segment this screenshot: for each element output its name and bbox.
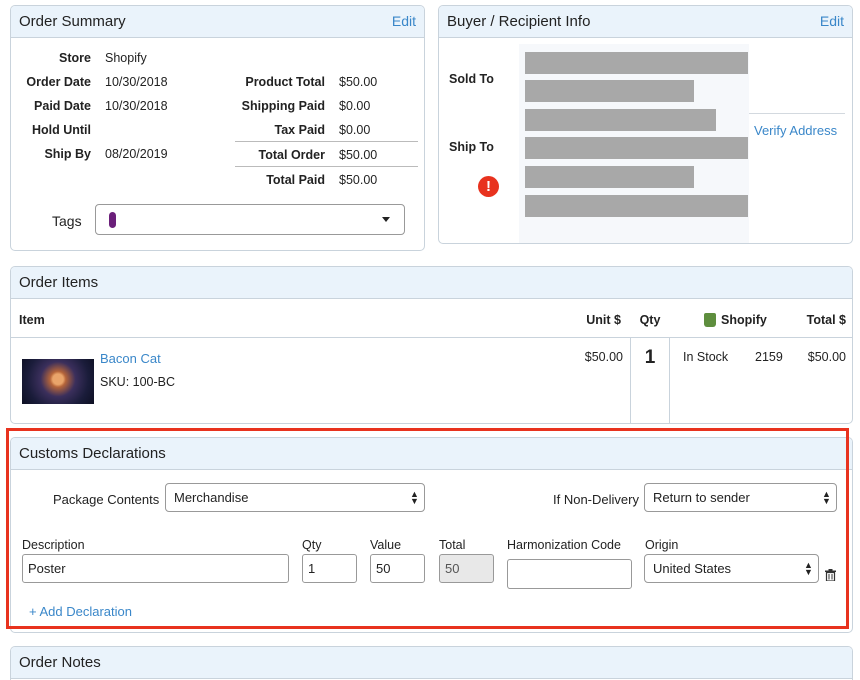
buyer-edit-link[interactable]: Edit bbox=[819, 13, 844, 29]
qty-col-label: Qty bbox=[302, 538, 322, 552]
tax-paid-value: $0.00 bbox=[339, 123, 371, 137]
paid-date-label: Paid Date bbox=[34, 99, 91, 113]
vertical-divider bbox=[630, 337, 631, 423]
order-date-label: Order Date bbox=[26, 75, 91, 89]
total-col-label: Total bbox=[439, 538, 466, 552]
total-paid-label: Total Paid bbox=[266, 173, 325, 187]
shipping-paid-label: Shipping Paid bbox=[241, 99, 325, 113]
product-total-label: Product Total bbox=[245, 75, 325, 89]
totals-divider bbox=[235, 166, 418, 167]
alert-icon: ! bbox=[478, 176, 499, 197]
order-summary-edit-link[interactable]: Edit bbox=[391, 13, 416, 29]
total-paid-value: $50.00 bbox=[339, 173, 378, 187]
paid-date-value: 10/30/2018 bbox=[105, 99, 168, 113]
shopify-bag-icon bbox=[704, 313, 716, 327]
redacted-line bbox=[525, 109, 716, 131]
trash-icon[interactable] bbox=[825, 569, 836, 582]
qty-input[interactable]: 1 bbox=[302, 554, 357, 583]
non-delivery-value: Return to sender bbox=[653, 490, 750, 505]
total-order-label: Total Order bbox=[258, 148, 325, 162]
store-value: Shopify bbox=[105, 51, 147, 65]
customs-header: Customs Declarations bbox=[11, 438, 852, 470]
redacted-line bbox=[525, 52, 748, 74]
chevron-down-icon bbox=[382, 217, 390, 222]
buyer-panel: Buyer / Recipient Info Edit Sold To Ship… bbox=[438, 5, 853, 244]
hold-until-label: Hold Until bbox=[31, 123, 91, 137]
updown-arrows-icon: ▲ ▼ bbox=[410, 489, 419, 506]
origin-col-label: Origin bbox=[645, 538, 679, 552]
item-qty: 1 bbox=[644, 347, 656, 368]
store-label: Store bbox=[59, 51, 91, 65]
product-thumbnail[interactable] bbox=[22, 359, 94, 404]
tax-paid-label: Tax Paid bbox=[274, 123, 325, 137]
updown-arrows-icon: ▲ ▼ bbox=[804, 560, 813, 577]
col-header-unit: Unit $ bbox=[586, 313, 621, 327]
order-items-title: Order Items bbox=[19, 274, 99, 291]
customs-highlight-frame bbox=[6, 428, 849, 629]
totals-divider bbox=[235, 141, 418, 142]
description-input[interactable]: Poster bbox=[22, 554, 289, 583]
updown-arrows-icon: ▲ ▼ bbox=[822, 489, 831, 506]
description-col-label: Description bbox=[22, 538, 85, 552]
non-delivery-label: If Non-Delivery bbox=[553, 492, 639, 507]
order-summary-header: Order Summary Edit bbox=[11, 6, 424, 38]
order-notes-title: Order Notes bbox=[19, 654, 101, 671]
redacted-line bbox=[525, 80, 694, 102]
vertical-divider bbox=[669, 337, 670, 423]
ship-by-label: Ship By bbox=[44, 147, 91, 161]
sold-to-label: Sold To bbox=[449, 72, 494, 86]
ship-by-value: 08/20/2019 bbox=[105, 147, 168, 161]
total-order-value: $50.00 bbox=[339, 148, 378, 162]
tags-select[interactable] bbox=[95, 204, 405, 235]
harmonization-code-input[interactable] bbox=[507, 559, 632, 589]
origin-select[interactable]: United States ▲ ▼ bbox=[644, 554, 819, 583]
shipping-paid-value: $0.00 bbox=[339, 99, 371, 113]
ship-to-label: Ship To bbox=[449, 140, 494, 154]
tags-label: Tags bbox=[52, 213, 82, 229]
order-items-panel: Order Items Item Unit $ Qty Shopify Tota… bbox=[10, 266, 853, 424]
store-quantity: 2159 bbox=[755, 350, 783, 364]
package-contents-select[interactable]: Merchandise ▲ ▼ bbox=[165, 483, 425, 512]
redacted-line bbox=[525, 137, 748, 159]
redacted-line bbox=[525, 166, 694, 188]
items-header-divider bbox=[11, 337, 852, 338]
hcode-col-label: Harmonization Code bbox=[507, 538, 621, 552]
unit-price: $50.00 bbox=[584, 350, 623, 364]
col-header-shopify: Shopify bbox=[721, 313, 767, 327]
origin-value: United States bbox=[653, 561, 732, 576]
customs-title: Customs Declarations bbox=[19, 445, 166, 462]
order-notes-header: Order Notes bbox=[11, 647, 852, 679]
order-notes-panel: Order Notes bbox=[10, 646, 853, 680]
col-header-item: Item bbox=[19, 313, 45, 327]
order-items-header: Order Items bbox=[11, 267, 852, 299]
order-date-value: 10/30/2018 bbox=[105, 75, 168, 89]
add-declaration-link[interactable]: + Add Declaration bbox=[29, 604, 132, 619]
stock-status: In Stock bbox=[683, 350, 729, 364]
tag-chip bbox=[109, 212, 116, 228]
product-sku: SKU: 100-BC bbox=[100, 375, 176, 389]
order-summary-panel: Order Summary Edit Store Shopify Order D… bbox=[10, 5, 425, 251]
col-header-total: Total $ bbox=[806, 313, 846, 327]
total-input: 50 bbox=[439, 554, 494, 583]
product-total-value: $50.00 bbox=[339, 75, 378, 89]
buyer-title: Buyer / Recipient Info bbox=[447, 13, 591, 30]
non-delivery-select[interactable]: Return to sender ▲ ▼ bbox=[644, 483, 837, 512]
buyer-header: Buyer / Recipient Info Edit bbox=[439, 6, 852, 38]
col-header-qty: Qty bbox=[639, 313, 661, 327]
package-contents-label: Package Contents bbox=[53, 492, 160, 507]
customs-panel: Customs Declarations Package Contents Me… bbox=[10, 437, 853, 633]
value-input[interactable]: 50 bbox=[370, 554, 425, 583]
verify-address-link[interactable]: Verify Address bbox=[754, 123, 838, 138]
address-divider bbox=[749, 113, 845, 114]
redacted-line bbox=[525, 195, 748, 217]
product-name-link[interactable]: Bacon Cat bbox=[100, 351, 161, 366]
order-summary-title: Order Summary bbox=[19, 13, 126, 30]
package-contents-value: Merchandise bbox=[174, 490, 249, 505]
value-col-label: Value bbox=[370, 538, 402, 552]
line-total: $50.00 bbox=[807, 350, 846, 364]
